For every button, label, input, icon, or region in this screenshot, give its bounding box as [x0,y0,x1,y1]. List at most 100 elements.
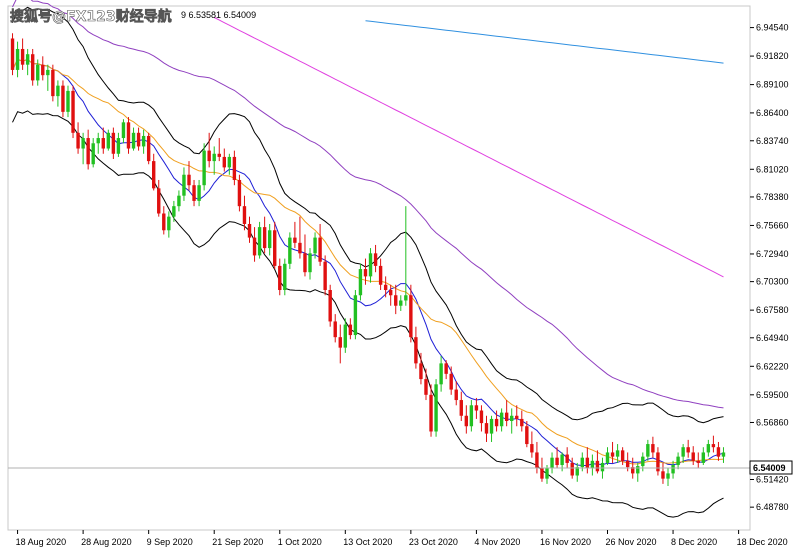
candle [121,119,126,144]
candle-body [504,412,509,422]
candle [207,132,211,168]
candle [262,216,267,254]
y-tick-label: 6.51420 [756,474,789,484]
candle [721,447,726,463]
candle-body [207,150,211,162]
candle [459,391,463,422]
candle-body [131,132,136,149]
candle [434,379,438,437]
candle [696,452,700,469]
candle [555,447,559,469]
candle [146,132,151,165]
candle-body [257,227,262,256]
candle [383,276,388,298]
candle [454,381,458,406]
candle-body [555,457,559,466]
y-tick-label: 6.83740 [756,136,789,146]
candle [46,64,50,91]
candle [172,200,176,222]
candle [550,452,554,474]
candle-body [262,227,267,249]
candle [373,244,378,273]
candle-body [454,389,458,401]
candle [651,436,655,458]
candle [706,439,711,457]
candle-body [681,447,685,457]
candle-body [716,447,721,457]
candle-body [706,444,711,453]
candle-body [293,237,297,243]
candle-body [520,418,524,427]
ohlc-readout: 9 6.53581 6.54009 [181,10,256,20]
candle [343,318,348,353]
candle-body [444,363,448,374]
candle-body [227,156,232,168]
candle-body [383,284,388,291]
candle-body [484,423,489,434]
current-price-tag-box [749,460,793,475]
candle [414,326,418,369]
candle-body [146,135,151,162]
y-tick-label: 6.78380 [756,192,789,202]
lower-band-line [12,110,724,518]
candle [363,258,368,285]
candle-body [424,379,428,395]
candle [605,447,610,466]
candle [167,211,171,238]
candle [671,460,675,479]
ma-longest-line [365,20,724,64]
candle [620,447,625,466]
x-tick-label: 18 Dec 2020 [737,537,788,547]
candle-body [152,161,156,189]
candle-body [126,122,131,149]
candle [348,318,353,340]
x-tick-label: 28 Aug 2020 [81,537,132,547]
candle-body [610,452,615,457]
candle [368,248,373,283]
candle [399,295,403,311]
candle-body [651,444,655,453]
candle-body [676,456,680,466]
candle [237,174,242,212]
candle-body [202,150,206,186]
candle-body [540,468,544,479]
candle [701,447,706,466]
candle-body [212,153,216,162]
candle-body [86,138,90,165]
current-price-tag-label: 6.54009 [753,463,786,473]
candle-body [91,143,95,165]
candle-body [479,410,484,424]
candle [716,441,721,461]
candle-body [217,153,221,157]
candle-body [499,412,504,427]
candle [257,221,262,259]
watermark: 搜狐号@FX123财经导航 [10,8,172,25]
candle [504,400,509,427]
candle-body [363,269,368,277]
candle-body [177,195,181,207]
y-tick-label: 6.48780 [756,502,789,512]
candle-body [197,185,201,201]
candle-body [625,460,630,468]
candle-body [353,295,358,336]
candle [182,167,186,201]
candle-body [585,457,590,469]
candle-body [318,237,322,262]
candle-body [494,418,499,427]
candle [691,446,695,466]
candle-body [661,471,665,479]
candle [86,129,90,170]
candle [610,441,615,463]
candle-body [434,384,438,432]
candle [293,221,297,249]
y-tick-label: 6.86400 [756,108,789,118]
ma-long-line [12,0,724,409]
candle-body [404,295,408,301]
candle [81,132,85,165]
candle [404,206,408,306]
candle-body [242,206,247,224]
candle [525,421,529,448]
candle [192,179,196,207]
candle-body [20,48,25,65]
candle [646,439,650,461]
